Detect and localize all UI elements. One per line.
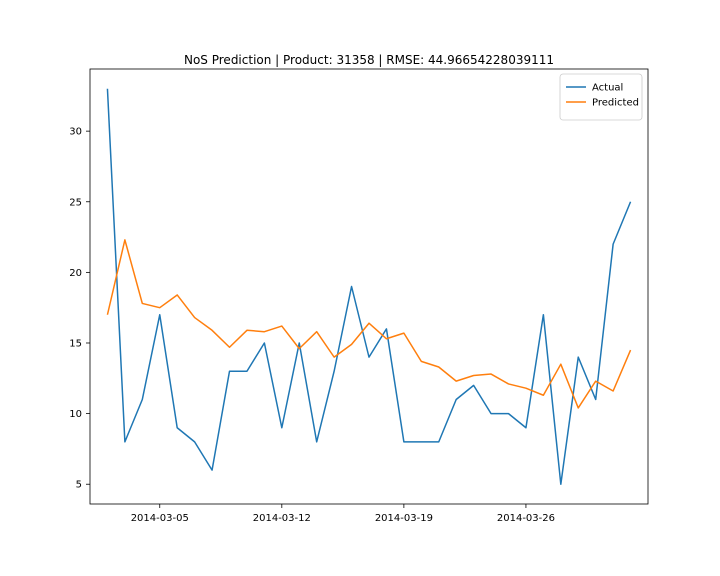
series-line-predicted <box>106 239 632 409</box>
y-tick-label: 20 <box>69 268 82 279</box>
series-line-actual <box>106 88 632 485</box>
x-tick-label: 2014-03-12 <box>253 513 311 524</box>
x-tick-label: 2014-03-05 <box>131 513 189 524</box>
legend-label-predicted: Predicted <box>592 98 639 109</box>
y-axis: 5 10 15 20 25 30 <box>69 127 90 491</box>
y-tick-label: 25 <box>69 197 82 208</box>
x-tick-label: 2014-03-26 <box>497 513 555 524</box>
chart-title: NoS Prediction | Product: 31358 | RMSE: … <box>184 53 554 67</box>
y-tick-label: 15 <box>69 338 82 349</box>
y-tick-label: 10 <box>69 409 82 420</box>
legend-box <box>559 73 643 121</box>
legend-label-actual: Actual <box>592 83 623 94</box>
series-layer <box>106 88 632 485</box>
y-tick-label: 5 <box>76 480 82 491</box>
x-axis: 2014-03-05 2014-03-12 2014-03-19 2014-03-26 <box>131 504 555 524</box>
x-tick-label: 2014-03-19 <box>375 513 433 524</box>
legend: Actual Predicted <box>559 73 643 121</box>
y-tick-label: 30 <box>69 127 82 138</box>
plot-area <box>89 68 649 505</box>
